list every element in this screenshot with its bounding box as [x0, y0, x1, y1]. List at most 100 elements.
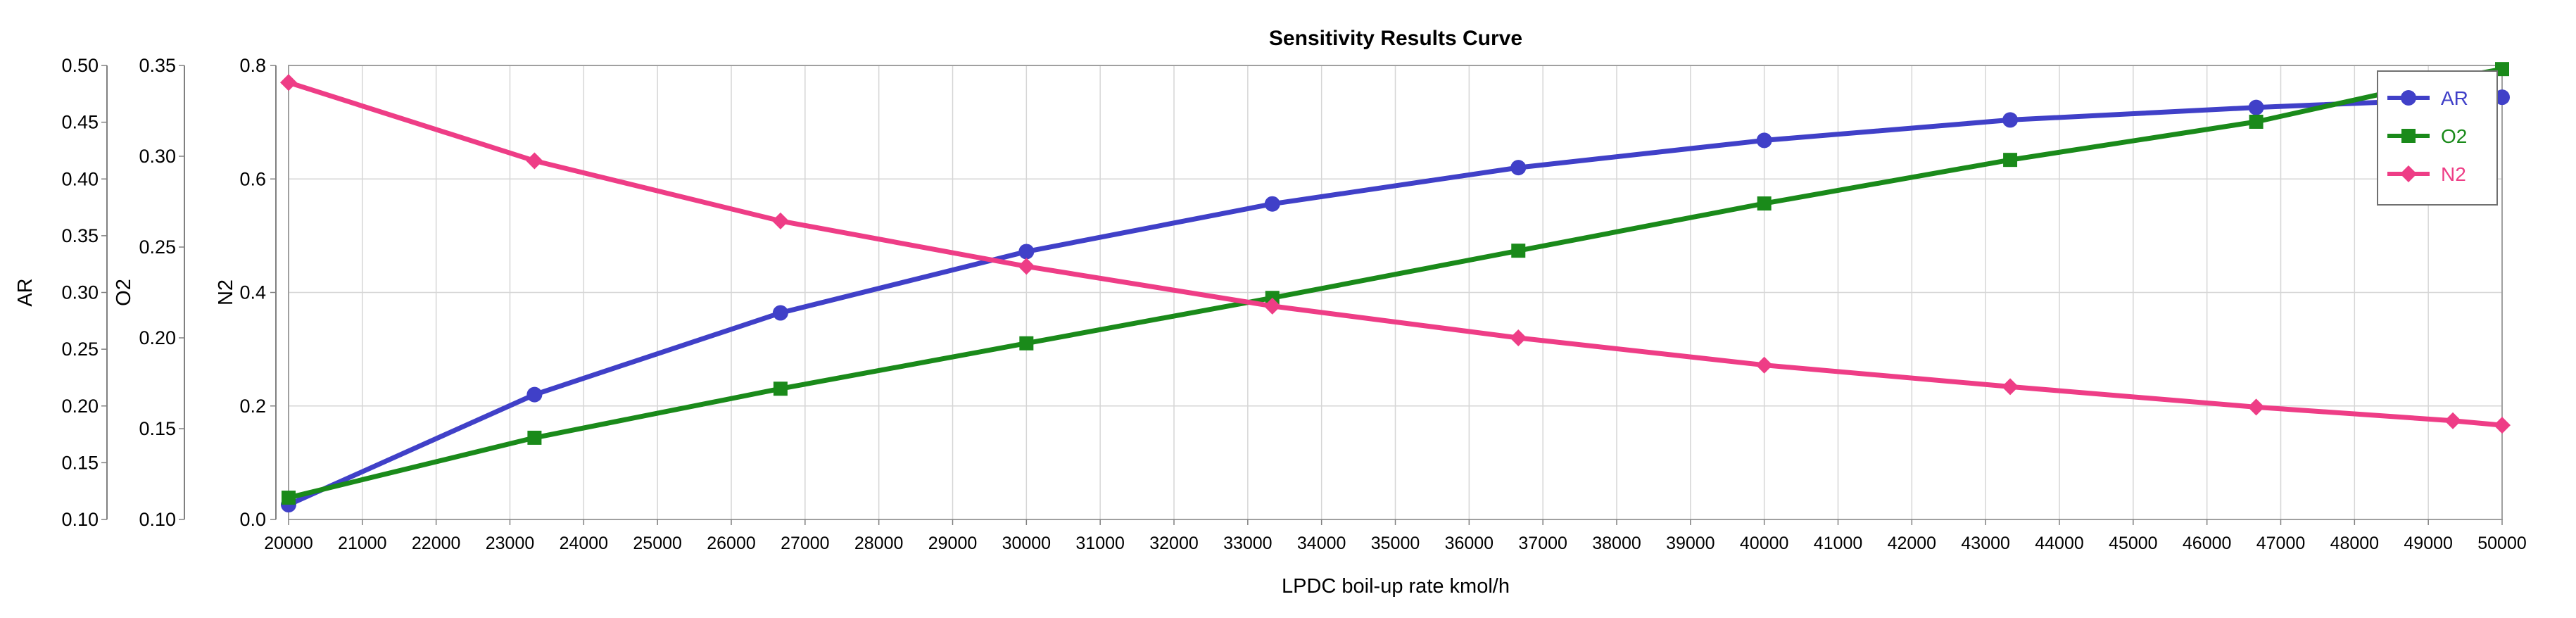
legend-item-ar: AR	[2387, 87, 2468, 109]
axes: 20000 21000 22000 23000 24000 25000 26000 27000…	[14, 55, 2527, 553]
y-tick-label-o2: 0.20	[139, 327, 176, 348]
y-tick-label-o2: 0.10	[139, 509, 176, 530]
chart-title: Sensitivity Results Curve	[1269, 27, 1522, 50]
x-tick-label: 36000	[1445, 534, 1494, 553]
data-point	[2444, 412, 2462, 429]
data-point	[1757, 196, 1772, 211]
data-point	[2002, 378, 2019, 396]
data-point	[1264, 196, 1280, 212]
y-tick-label-n2: 0.8	[239, 55, 266, 76]
y-tick-label-ar: 0.25	[61, 339, 99, 360]
data-point	[280, 74, 297, 92]
y-tick-label-o2: 0.35	[139, 55, 176, 76]
data-point	[1510, 160, 1527, 176]
x-tick-label: 28000	[854, 534, 904, 553]
x-tick-label: 31000	[1075, 534, 1125, 553]
x-tick-label: 35000	[1371, 534, 1420, 553]
data-point	[772, 305, 788, 321]
y-axis-label-o2: O2	[113, 279, 135, 306]
data-point	[2494, 89, 2510, 106]
x-tick-label: 41000	[1814, 534, 1863, 553]
x-tick-label: 25000	[633, 534, 682, 553]
x-tick-label: 20000	[264, 534, 313, 553]
y-tick-label-ar: 0.15	[61, 452, 99, 473]
y-tick-label-n2: 0.2	[239, 396, 266, 417]
y-tick-label-o2: 0.30	[139, 146, 176, 167]
data-point	[526, 386, 543, 403]
x-tick-label: 45000	[2109, 534, 2158, 553]
x-tick-label: 21000	[338, 534, 387, 553]
x-tick-label: 43000	[1961, 534, 2010, 553]
data-point	[1018, 244, 1035, 260]
y-tick-label-n2: 0.6	[239, 168, 266, 189]
series-ar	[281, 89, 2510, 513]
series-n2	[280, 74, 2511, 434]
data-point	[2495, 62, 2509, 77]
x-tick-label: 50000	[2477, 534, 2527, 553]
y-tick-label-ar: 0.45	[61, 112, 99, 133]
legend-label: N2	[2441, 163, 2466, 185]
data-point	[1756, 132, 1772, 149]
y-tick-label-n2: 0.4	[239, 282, 266, 303]
data-point	[1018, 258, 1035, 275]
y-tick-label-o2: 0.25	[139, 237, 176, 258]
data-point	[1263, 297, 1281, 315]
legend-label: AR	[2441, 87, 2468, 109]
x-tick-label: 42000	[1888, 534, 1937, 553]
data-point	[2003, 153, 2018, 168]
y-tick-label-ar: 0.50	[61, 55, 99, 76]
data-point	[2002, 112, 2019, 128]
x-tick-label: 39000	[1666, 534, 1715, 553]
y-tick-label-ar: 0.40	[61, 168, 99, 189]
x-tick-label: 22000	[412, 534, 461, 553]
data-point	[1019, 336, 1034, 351]
x-tick-label: 48000	[2330, 534, 2380, 553]
x-tick-label: 49000	[2404, 534, 2453, 553]
x-tick-label: 27000	[781, 534, 830, 553]
y-tick-label-n2: 0.0	[239, 509, 266, 530]
x-tick-label: 33000	[1223, 534, 1273, 553]
y-tick-label-ar: 0.35	[61, 225, 99, 246]
data-point	[2401, 129, 2416, 143]
x-tick-label: 23000	[486, 534, 535, 553]
data-point	[2400, 165, 2417, 182]
y-axis-label-n2: N2	[215, 279, 237, 305]
x-tick-label: 38000	[1592, 534, 1641, 553]
x-tick-label: 24000	[560, 534, 609, 553]
y-tick-label-ar: 0.30	[61, 282, 99, 303]
legend-item-o2: O2	[2387, 125, 2467, 147]
data-point	[1755, 356, 1773, 374]
legend-item-n2: N2	[2387, 163, 2466, 185]
data-point	[771, 212, 789, 229]
x-tick-label: 26000	[707, 534, 756, 553]
y-tick-label-ar: 0.10	[61, 509, 99, 530]
data-point	[1510, 329, 1527, 346]
data-point	[2494, 417, 2511, 434]
y-tick-label-ar: 0.20	[61, 396, 99, 417]
series	[280, 62, 2511, 513]
x-tick-label: 46000	[2183, 534, 2232, 553]
legend-label: O2	[2441, 125, 2467, 147]
data-point	[282, 491, 296, 505]
data-point	[2401, 90, 2416, 106]
y-axis-label-ar: AR	[14, 278, 37, 306]
x-tick-label: 29000	[928, 534, 978, 553]
series-o2	[282, 62, 2509, 505]
data-point	[526, 152, 543, 170]
data-point	[527, 430, 542, 445]
x-tick-label: 32000	[1149, 534, 1199, 553]
x-axis-label: LPDC boil-up rate kmol/h	[1282, 575, 1510, 598]
x-tick-label: 30000	[1002, 534, 1052, 553]
series-line-ar	[287, 94, 2503, 507]
data-point	[2249, 114, 2264, 129]
legend: AR O2 N2	[2377, 70, 2498, 206]
x-tick-label: 34000	[1297, 534, 1346, 553]
x-tick-label: 44000	[2035, 534, 2084, 553]
y-tick-label-o2: 0.15	[139, 418, 176, 439]
data-point	[2248, 99, 2264, 115]
data-point	[773, 381, 788, 396]
x-tick-label: 40000	[1740, 534, 1789, 553]
x-tick-label: 37000	[1518, 534, 1567, 553]
